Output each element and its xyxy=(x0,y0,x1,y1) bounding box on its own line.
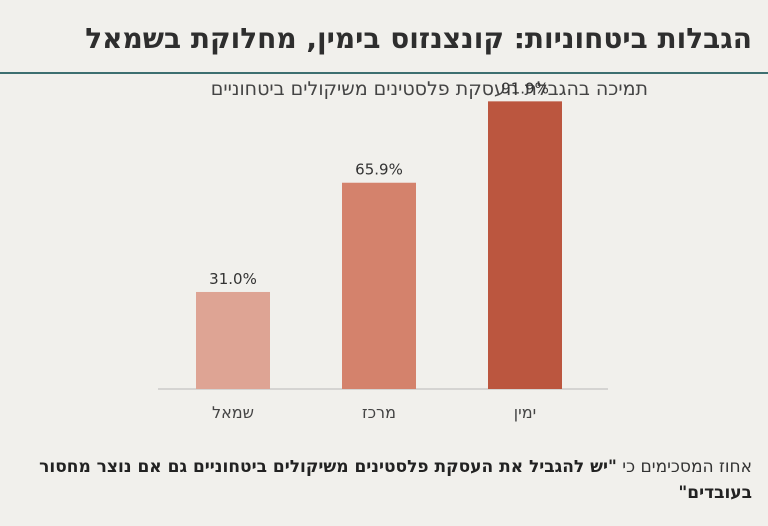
chart-title: הגבלות ביטחוניות: קונצנזוס בימין, מחלוקת… xyxy=(85,22,752,55)
chart-footnote: אחוז המסכימים כי "יש להגביל את העסקת פלס… xyxy=(12,454,752,506)
bars-group: 31.0% שמאל 65.9% מרכז 91.9% ימין xyxy=(196,79,562,422)
footnote-prefix: אחוז המסכימים כי xyxy=(616,457,752,477)
footnote-quote: "יש להגביל את העסקת פלסטינים משיקולים בי… xyxy=(39,457,752,503)
category-label-3: ימין xyxy=(514,403,536,422)
title-divider xyxy=(0,72,768,74)
value-label-1: 31.0% xyxy=(209,270,257,288)
bar-3 xyxy=(488,101,562,389)
value-label-3: 91.9% xyxy=(501,79,549,97)
value-label-2: 65.9% xyxy=(355,161,403,179)
bar-2 xyxy=(342,182,416,389)
category-label-1: שמאל xyxy=(212,403,254,422)
chart-subtitle: תמיכה בהגבלת העסקת פלסטינים משיקולים ביט… xyxy=(210,78,648,100)
category-label-2: מרכז xyxy=(362,403,396,422)
bar-1 xyxy=(196,291,270,389)
